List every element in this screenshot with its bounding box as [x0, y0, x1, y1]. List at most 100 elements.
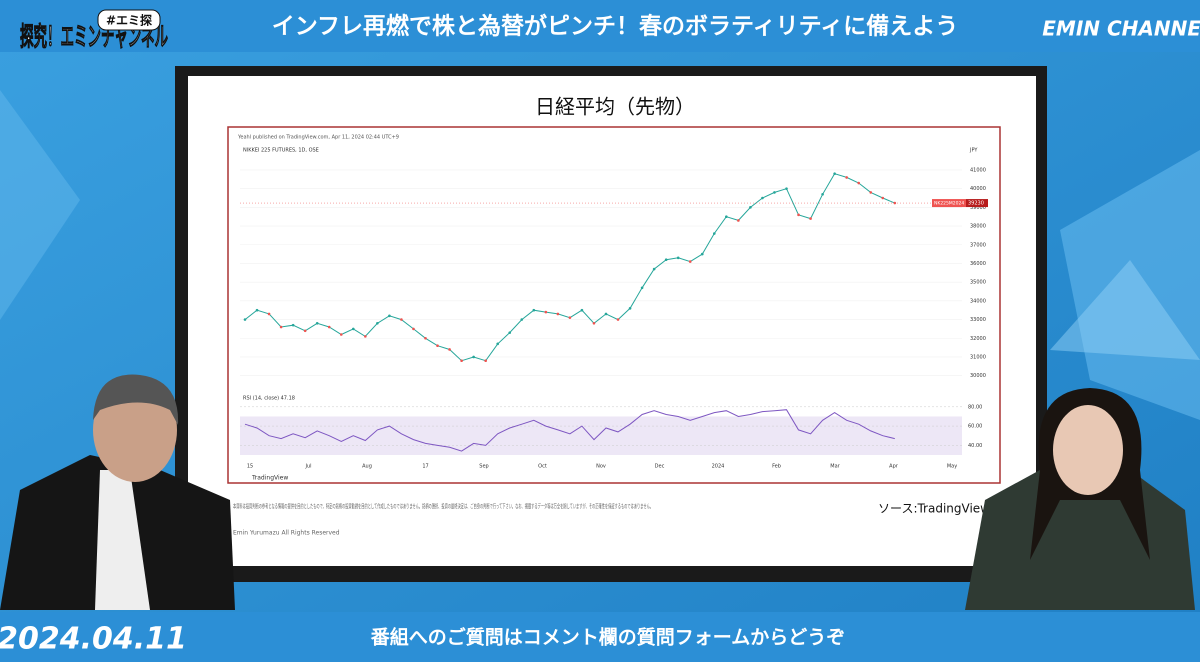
bg-shape: [1050, 260, 1200, 360]
y-tick-label: 37000: [970, 242, 986, 248]
header-bar: [0, 0, 1200, 52]
y-tick-label: 36000: [970, 261, 986, 267]
chart: 30000 31000 32000 33000 34000 35000 36000 37000…: [240, 167, 988, 470]
price-point: [700, 252, 704, 256]
price-point: [688, 260, 692, 263]
price-point: [388, 314, 391, 318]
x-tick-label: Aug: [362, 464, 372, 470]
price-point: [809, 217, 812, 220]
x-tick-label: Dec: [655, 464, 665, 470]
price-point: [652, 267, 656, 271]
bg-shape: [0, 90, 80, 320]
chart-title: 日経平均（先物）: [535, 95, 695, 119]
price-point: [664, 258, 668, 262]
price-point: [749, 206, 752, 209]
price-point: [616, 318, 620, 321]
price-point: [520, 318, 524, 321]
footer-message: 番組へのご質問はコメント欄の質問フォームからどうぞ: [370, 626, 845, 649]
price-point: [508, 331, 512, 334]
price-point: [303, 329, 307, 333]
price-point: [315, 321, 319, 325]
price-point: [797, 213, 800, 217]
y-tick-label: 39000: [970, 205, 986, 211]
y-tick-label: 41000: [970, 167, 986, 173]
y-tick-label: 31000: [970, 354, 986, 360]
host-right: [965, 388, 1195, 610]
price-point: [833, 172, 836, 175]
channel-name: EMIN CHANNEL: [1042, 17, 1200, 41]
price-point: [773, 191, 776, 194]
y-tick-label: 34000: [970, 298, 986, 304]
y-tick-label: 38000: [970, 224, 986, 230]
rsi-tick-label: 80.00: [968, 404, 982, 410]
price-point: [881, 196, 885, 200]
price-point: [737, 219, 740, 222]
price-point: [821, 192, 824, 196]
face: [1053, 405, 1123, 495]
logo-tag: #エミ探: [106, 13, 152, 28]
price-point: [376, 321, 379, 325]
last-price-label: 39230: [968, 201, 984, 207]
price-point: [255, 308, 259, 312]
price-point: [364, 335, 367, 338]
price-point: [869, 191, 873, 194]
price-point: [604, 312, 608, 316]
price-point: [484, 359, 487, 362]
source: ソース:TradingView: [878, 502, 990, 516]
price-point: [785, 187, 788, 190]
price-point: [713, 232, 716, 235]
price-point: [412, 327, 415, 331]
disclaimer: 本資料は投資判断の参考となる情報の提供を目的としたもので、特定の銘柄の投資勧誘を…: [233, 503, 653, 511]
rsi-tick-label: 40.00: [968, 443, 982, 449]
x-tick-label: Nov: [596, 464, 606, 470]
y-tick-label: 33000: [970, 317, 986, 323]
x-tick-label: Feb: [772, 464, 781, 470]
price-point: [532, 308, 536, 312]
price-point: [472, 355, 475, 359]
price-point: [592, 321, 596, 325]
price-point: [761, 196, 764, 200]
price-point: [424, 336, 427, 340]
series-tag: [932, 199, 966, 208]
x-tick-label: Apr: [889, 464, 899, 470]
x-tick-label: Sep: [479, 464, 488, 470]
x-tick-label: 2024: [712, 464, 725, 470]
rsi-band: [240, 416, 962, 455]
price-point: [580, 308, 584, 312]
footer-bar: [0, 612, 1200, 662]
price-point: [640, 286, 644, 290]
price-point: [857, 181, 860, 185]
price-point: [243, 318, 247, 321]
y-tick-label: 35000: [970, 280, 986, 286]
price-point: [327, 325, 331, 329]
price-point: [568, 316, 572, 319]
price-point: [448, 348, 451, 351]
rsi-line: [244, 409, 895, 452]
price-point: [436, 344, 439, 348]
price-point: [725, 215, 728, 219]
brand: TradingView: [251, 475, 288, 482]
logo-tag-bubble: [97, 9, 161, 31]
y-tick-label: 30000: [970, 373, 986, 379]
price-point: [352, 327, 355, 331]
price-point: [400, 318, 403, 321]
header-title: インフレ再燃で株と為替がピンチ！春のボラティリティに備えよう: [272, 13, 959, 40]
x-tick-label: 15: [247, 464, 253, 470]
price-point: [628, 307, 632, 310]
price-point: [496, 342, 500, 346]
price-point: [291, 323, 295, 327]
x-tick-label: Jul: [304, 464, 311, 470]
y-tick-label: 40000: [970, 186, 986, 192]
hair: [93, 374, 179, 425]
x-tick-label: Mar: [830, 464, 840, 470]
copyright: Emin Yurumazu All Rights Reserved: [233, 530, 340, 537]
y-tick-label: 32000: [970, 336, 986, 342]
price-point: [676, 256, 680, 260]
x-tick-label: 17: [422, 464, 428, 470]
published-note: Yeahl published on TradingView.com, Apr …: [237, 135, 399, 141]
x-tick-label: May: [947, 464, 957, 470]
x-tick-label: Oct: [538, 464, 547, 470]
price-point: [279, 325, 283, 329]
series-name: NK225M2024: [934, 201, 964, 207]
